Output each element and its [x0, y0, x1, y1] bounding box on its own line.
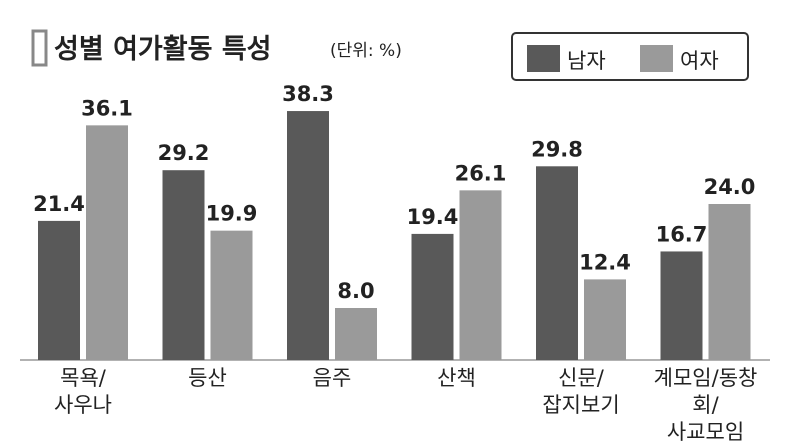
legend-box	[511, 32, 749, 81]
bar	[708, 204, 751, 360]
bar	[660, 251, 703, 360]
x-tick-label: 계모임/동창회/ 사교모임	[653, 366, 758, 442]
value-label: 38.3	[282, 82, 334, 106]
value-label: 19.9	[206, 202, 258, 226]
legend-label: 남자	[567, 49, 606, 73]
bar	[210, 230, 253, 360]
value-label: 29.8	[531, 137, 583, 161]
value-label: 12.4	[579, 250, 631, 274]
bar	[584, 279, 626, 360]
bar	[459, 190, 502, 360]
legend-swatch	[527, 45, 560, 72]
legend-swatch	[640, 45, 673, 72]
chart-title: 성별 여가활동 특성	[54, 34, 272, 65]
x-tick-label: 산책	[437, 366, 476, 390]
value-label: 36.1	[81, 96, 133, 120]
chart-subtitle: (단위: %)	[330, 41, 402, 61]
x-tick-label: 목욕/ 사우나	[54, 366, 112, 417]
value-label: 29.2	[158, 141, 210, 165]
x-tick-label: 등산	[188, 366, 227, 390]
bar	[536, 166, 578, 360]
legend-label: 여자	[680, 49, 719, 73]
x-tick-label: 음주	[312, 366, 352, 390]
title-icon	[31, 29, 48, 67]
value-label: 19.4	[407, 205, 459, 229]
value-label: 8.0	[337, 279, 374, 303]
bar	[411, 233, 454, 360]
value-label: 21.4	[33, 192, 85, 216]
bar	[335, 308, 377, 360]
value-label: 16.7	[656, 222, 708, 246]
x-tick-label: 신문/ 잡지보기	[542, 366, 620, 417]
bar	[162, 170, 205, 360]
bar	[86, 125, 128, 360]
value-label: 24.0	[704, 175, 756, 199]
bar	[287, 111, 329, 360]
value-label: 26.1	[455, 161, 507, 185]
bar	[38, 220, 80, 360]
